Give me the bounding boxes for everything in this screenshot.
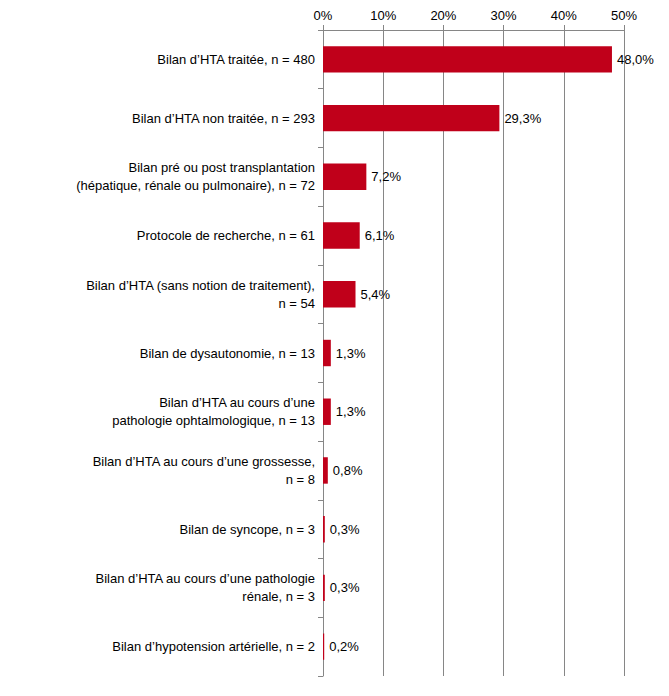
svg-text:Bilan d’HTA au cours d’une: Bilan d’HTA au cours d’une — [159, 395, 315, 410]
svg-text:40%: 40% — [551, 8, 577, 23]
svg-text:48,0%: 48,0% — [617, 52, 654, 67]
svg-text:n = 8: n = 8 — [286, 472, 315, 487]
svg-text:Bilan de syncope, n = 3: Bilan de syncope, n = 3 — [179, 522, 315, 537]
svg-text:Bilan d’HTA au cours d’une gro: Bilan d’HTA au cours d’une grossesse, — [93, 454, 315, 469]
svg-text:29,3%: 29,3% — [504, 111, 541, 126]
svg-text:50%: 50% — [611, 8, 637, 23]
svg-text:1,3%: 1,3% — [336, 346, 366, 361]
svg-text:Bilan de dysautonomie, n = 13: Bilan de dysautonomie, n = 13 — [140, 346, 315, 361]
svg-text:Bilan pré ou post transplantat: Bilan pré ou post transplantation — [129, 160, 315, 175]
svg-text:Bilan d’HTA non traitée, n = 2: Bilan d’HTA non traitée, n = 293 — [132, 111, 315, 126]
svg-text:Protocole de recherche, n = 61: Protocole de recherche, n = 61 — [137, 228, 315, 243]
svg-text:0%: 0% — [314, 8, 333, 23]
svg-text:0,2%: 0,2% — [329, 639, 359, 654]
svg-text:Bilan d’HTA (sans notion de tr: Bilan d’HTA (sans notion de traitement), — [86, 278, 315, 293]
svg-text:20%: 20% — [430, 8, 456, 23]
svg-text:Bilan d’HTA au cours d’une pat: Bilan d’HTA au cours d’une pathologie — [96, 571, 315, 586]
svg-text:10%: 10% — [370, 8, 396, 23]
svg-text:0,3%: 0,3% — [330, 522, 360, 537]
svg-text:7,2%: 7,2% — [371, 169, 401, 184]
svg-text:1,3%: 1,3% — [336, 404, 366, 419]
svg-text:n = 54: n = 54 — [278, 296, 315, 311]
svg-text:30%: 30% — [491, 8, 517, 23]
svg-text:Bilan d’hypotension artérielle: Bilan d’hypotension artérielle, n = 2 — [112, 639, 315, 654]
svg-text:6,1%: 6,1% — [365, 228, 395, 243]
svg-text:0,8%: 0,8% — [333, 463, 363, 478]
svg-text:5,4%: 5,4% — [361, 287, 391, 302]
svg-text:Bilan d’HTA traitée, n = 480: Bilan d’HTA traitée, n = 480 — [157, 52, 315, 67]
svg-text:(hépatique, rénale ou pulmonai: (hépatique, rénale ou pulmonaire), n = 7… — [76, 178, 315, 193]
svg-text:0,3%: 0,3% — [330, 580, 360, 595]
svg-text:pathologie ophtalmologique, n: pathologie ophtalmologique, n = 13 — [112, 413, 315, 428]
svg-text:rénale, n = 3: rénale, n = 3 — [242, 589, 315, 604]
